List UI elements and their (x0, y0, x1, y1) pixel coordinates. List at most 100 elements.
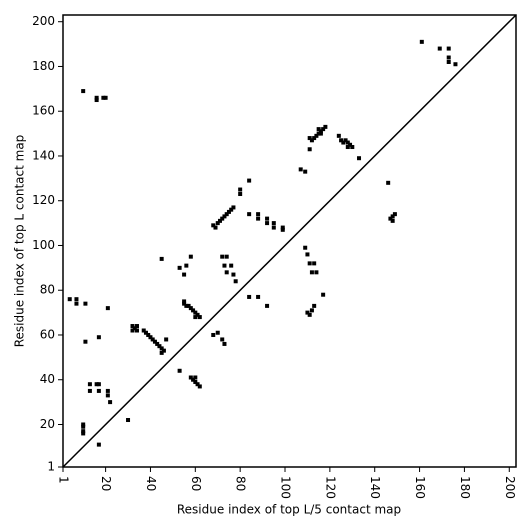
x-tick-label: 40 (144, 476, 158, 491)
contact-point (96, 382, 101, 387)
contact-point (83, 339, 88, 344)
contact-point (161, 348, 166, 353)
contact-point (256, 216, 261, 221)
contact-point (135, 328, 140, 333)
contact-point (135, 324, 140, 329)
contact-point (94, 95, 99, 100)
contact-point (238, 192, 243, 197)
contact-point (419, 39, 424, 44)
contact-point (339, 138, 344, 143)
contact-point (386, 180, 391, 185)
x-tick-label: 200 (503, 476, 517, 499)
contact-point (74, 297, 79, 302)
contact-point (312, 261, 317, 266)
contact-point (217, 218, 222, 223)
contact-point (323, 124, 328, 129)
contact-point (307, 312, 312, 317)
contact-point (357, 156, 362, 161)
contact-point (271, 225, 276, 230)
contact-point (231, 205, 236, 210)
y-tick-label: 20 (40, 417, 55, 431)
contact-point (314, 270, 319, 275)
contact-point (130, 328, 135, 333)
contact-point (453, 62, 458, 67)
x-tick-label: 160 (413, 476, 427, 499)
y-tick-label: 1 (47, 460, 55, 474)
contact-point (146, 332, 151, 337)
contact-point (280, 227, 285, 232)
contact-point (271, 221, 276, 226)
contact-point (305, 252, 310, 257)
contact-point (150, 337, 155, 342)
contact-point (103, 95, 108, 100)
contact-point (81, 431, 86, 436)
contact-point (224, 270, 229, 275)
contact-point (343, 138, 348, 143)
contact-point (220, 216, 225, 221)
contact-point (195, 312, 200, 317)
contact-point (341, 140, 346, 145)
contact-point (321, 127, 326, 132)
contact-point (193, 375, 198, 380)
contact-point (141, 328, 146, 333)
contact-point (220, 254, 225, 259)
contact-point (164, 337, 169, 342)
contact-point (392, 212, 397, 217)
contact-point (307, 136, 312, 141)
contact-point (446, 59, 451, 64)
contact-point (390, 218, 395, 223)
contact-point (314, 133, 319, 138)
contact-point (184, 303, 189, 308)
contact-point (197, 315, 202, 320)
contact-point (222, 341, 227, 346)
contact-point (303, 245, 308, 250)
contact-point (96, 442, 101, 447)
contact-point (184, 263, 189, 268)
contact-point (312, 136, 317, 141)
contact-point (215, 221, 220, 226)
x-tick-label: 100 (279, 476, 293, 499)
contact-point (197, 384, 202, 389)
y-tick-label: 180 (32, 59, 55, 73)
contact-point (229, 207, 234, 212)
y-tick-label: 160 (32, 104, 55, 118)
y-tick-label: 100 (32, 238, 55, 252)
contact-point (105, 388, 110, 393)
contact-point (96, 388, 101, 393)
contact-point (148, 335, 153, 340)
contact-point (247, 178, 252, 183)
contact-point (316, 131, 321, 136)
y-tick-label: 60 (40, 327, 55, 341)
x-tick-label: 180 (458, 476, 472, 499)
y-axis-label: Residue index of top L contact map (13, 135, 27, 348)
contact-point (350, 145, 355, 150)
x-axis-label: Residue index of top L/5 contact map (177, 503, 401, 517)
x-tick-label: 120 (323, 476, 337, 499)
x-tick-label: 1 (57, 476, 71, 484)
contact-point (220, 337, 225, 342)
contact-point (388, 216, 393, 221)
diagonal (62, 14, 517, 468)
contact-point (233, 279, 238, 284)
contact-point (87, 382, 92, 387)
contact-point (186, 303, 191, 308)
contact-point (193, 379, 198, 384)
contact-point (96, 335, 101, 340)
y-tick-label: 120 (32, 193, 55, 207)
x-tick-label: 140 (368, 476, 382, 499)
contact-point (280, 225, 285, 230)
contact-point (265, 216, 270, 221)
contact-point (222, 214, 227, 219)
contact-point (143, 330, 148, 335)
contact-point (193, 315, 198, 320)
contact-point (155, 341, 160, 346)
contact-point (307, 147, 312, 152)
contact-point (211, 332, 216, 337)
contact-point (74, 301, 79, 306)
contact-point (213, 225, 218, 230)
x-tick-label: 20 (99, 476, 113, 491)
contact-point (159, 346, 164, 351)
contact-point (67, 297, 72, 302)
contact-point (265, 303, 270, 308)
